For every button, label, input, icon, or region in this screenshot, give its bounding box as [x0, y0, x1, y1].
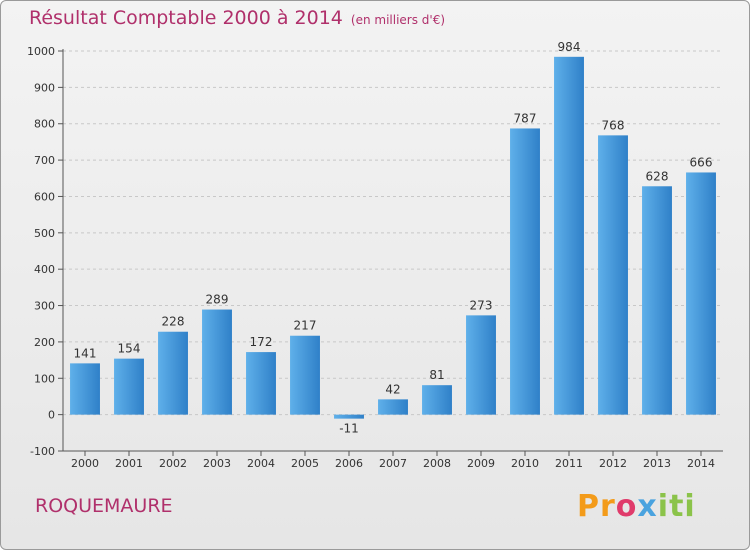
x-tick-label: 2012: [599, 457, 627, 470]
x-tick-label: 2007: [379, 457, 407, 470]
x-tick-label: 2013: [643, 457, 671, 470]
data-label: 289: [206, 293, 229, 307]
bar-2001: [114, 358, 144, 415]
chart-title-text: Résultat Comptable 2000 à 2014: [29, 7, 343, 29]
data-label: 984: [558, 40, 581, 54]
x-tick-label: 2002: [159, 457, 187, 470]
y-tick-label: 900: [34, 81, 55, 94]
data-label: 172: [250, 335, 273, 349]
y-tick-label: -100: [30, 445, 55, 458]
x-tick-label: 2004: [247, 457, 275, 470]
y-tick-label: 600: [34, 190, 55, 203]
bar-2010: [510, 128, 540, 415]
commune-name: ROQUEMAURE: [35, 495, 173, 517]
x-tick-label: 2010: [511, 457, 539, 470]
chart-title: Résultat Comptable 2000 à 2014 (en millie…: [29, 7, 445, 29]
bar-2011: [554, 56, 584, 415]
data-label: -11: [339, 422, 359, 436]
y-tick-label: 700: [34, 154, 55, 167]
x-tick-label: 2006: [335, 457, 363, 470]
y-tick-label: 0: [48, 409, 55, 422]
bar-2003: [202, 309, 232, 415]
x-tick-label: 2005: [291, 457, 319, 470]
bar-2007: [378, 399, 408, 415]
data-label: 154: [118, 342, 141, 356]
x-tick-label: 2014: [687, 457, 715, 470]
y-tick-label: 200: [34, 336, 55, 349]
bar-2008: [422, 385, 452, 415]
data-label: 273: [470, 298, 493, 312]
data-label: 787: [514, 111, 537, 125]
proxiti-logo: Proxiti: [577, 489, 696, 524]
data-label: 666: [690, 155, 713, 169]
y-tick-label: 500: [34, 227, 55, 240]
bar-2002: [158, 331, 188, 415]
bar-2012: [598, 135, 628, 415]
bar-2009: [466, 315, 496, 415]
bar-2014: [686, 172, 716, 415]
data-label: 228: [162, 315, 185, 329]
bar-2004: [246, 352, 276, 415]
bar-2013: [642, 186, 672, 415]
x-tick-label: 2001: [115, 457, 143, 470]
bar-2005: [290, 335, 320, 415]
data-label: 81: [429, 368, 444, 382]
y-tick-label: 1000: [27, 45, 55, 58]
bar-2006: [334, 414, 364, 419]
x-tick-label: 2011: [555, 457, 583, 470]
bar-2000: [70, 363, 100, 415]
x-tick-label: 2003: [203, 457, 231, 470]
chart-subtitle: (en milliers d'€): [350, 13, 446, 27]
y-tick-label: 800: [34, 118, 55, 131]
y-tick-label: 300: [34, 300, 55, 313]
data-label: 768: [602, 118, 625, 132]
data-label: 628: [646, 169, 669, 183]
x-tick-label: 2000: [71, 457, 99, 470]
data-label: 141: [74, 346, 97, 360]
data-label: 217: [294, 319, 317, 333]
y-tick-label: 100: [34, 372, 55, 385]
data-label: 42: [385, 382, 400, 396]
x-tick-label: 2008: [423, 457, 451, 470]
x-tick-label: 2009: [467, 457, 495, 470]
y-tick-label: 400: [34, 263, 55, 276]
